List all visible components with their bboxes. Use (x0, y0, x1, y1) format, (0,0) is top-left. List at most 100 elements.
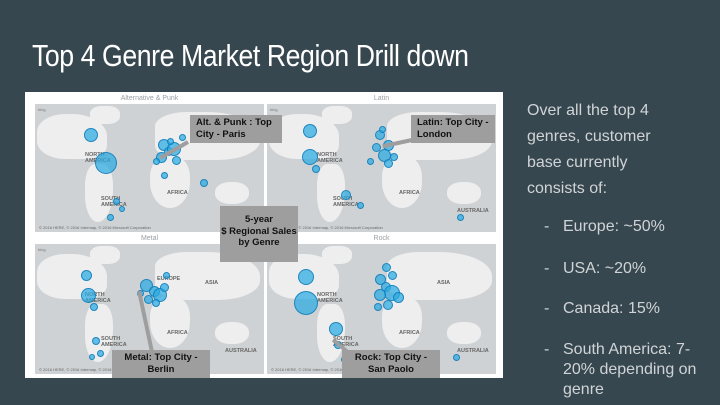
callout-line: Alt. & Punk : Top (196, 117, 272, 128)
map-region-label: AFRICA (399, 330, 420, 336)
landmass (447, 182, 481, 204)
bing-logo: bing (270, 107, 278, 112)
landmass (150, 156, 190, 208)
sales-bubble (152, 157, 160, 165)
sales-bubble (298, 269, 314, 285)
slide-title: Top 4 Genre Market Region Drill down (32, 38, 469, 73)
bullet-dash: - (544, 341, 550, 358)
sales-bubble (381, 262, 391, 272)
sales-bubble (160, 171, 168, 179)
sales-bubble (356, 201, 364, 209)
sales-bubble (200, 179, 208, 187)
bullet-dash: - (544, 260, 550, 277)
top-city-callout: Alt. & Punk : Top City - Paris (190, 115, 282, 143)
sales-bubble (106, 213, 114, 221)
map-region-label: AFRICA (167, 190, 188, 196)
bullet-text: South America: 7-20% depending on genre (563, 341, 697, 398)
center-label-line-1: 5-year (245, 214, 273, 225)
center-label-line-3: by Genre (238, 237, 280, 248)
sales-bubble (166, 137, 174, 145)
top-city-callout: Rock: Top City - San Paolo (342, 350, 440, 378)
map-title: Metal (140, 235, 159, 242)
sales-bubble (390, 153, 398, 161)
sales-bubble (92, 337, 100, 345)
bullet-dash: - (544, 300, 550, 317)
sales-bubble (371, 142, 381, 152)
sales-bubble (90, 303, 98, 311)
bing-logo: bing (38, 107, 46, 112)
map-region-label: NORTH AMERICA (317, 152, 343, 164)
map-region-label: ASIA (437, 280, 451, 286)
map-copyright: © 2016 HERE, © 2016 Intermap, © 2016 Mic… (271, 367, 383, 372)
summary-intro-line-2: genres, customer (527, 128, 651, 145)
map-copyright: © 2016 HERE, © 2016 Intermap, © 2016 Mic… (39, 367, 151, 372)
bullet-text: USA: ~20% (563, 260, 647, 277)
sales-bubble (312, 165, 320, 173)
map-region-label: AUSTRALIA (225, 348, 257, 354)
sales-bubble (374, 289, 386, 301)
map-title: Latin (373, 95, 390, 102)
sales-bubble (303, 124, 317, 138)
sales-bubble (302, 149, 318, 165)
sales-bubble (366, 157, 374, 165)
bullet-text: Canada: 15% (563, 300, 660, 317)
map-region-label: AFRICA (167, 330, 188, 336)
landmass (90, 106, 120, 124)
callout-line: Latin: Top City - (417, 117, 489, 128)
summary-intro-line-1: Over all the top 4 (527, 102, 649, 119)
sales-bubble (456, 213, 464, 221)
summary-intro: Over all the top 4 genres, customer base… (527, 98, 707, 202)
sales-bubble (152, 299, 160, 307)
map-region-label: ASIA (205, 280, 219, 286)
sales-bubble (341, 190, 351, 200)
callout-line: Metal: Top City - (124, 352, 198, 363)
sales-bubble (452, 353, 460, 361)
sales-bubble (112, 197, 120, 205)
map-region-label: NORTH AMERICA (317, 292, 343, 304)
sales-bubble (178, 133, 186, 141)
landmass (387, 252, 492, 300)
sales-bubble (374, 303, 382, 311)
landmass (322, 106, 352, 124)
sales-bubble (162, 271, 170, 279)
sales-bubble (171, 155, 181, 165)
center-label-line-2: $ Regional Sales (221, 225, 297, 237)
landmass (317, 164, 345, 222)
bullet-text: Europe: ~50% (563, 218, 665, 235)
summary-intro-line-4: consists of: (527, 180, 608, 197)
sales-bubble (378, 125, 386, 133)
map-region-label: AUSTRALIA (457, 348, 489, 354)
sales-bubble (84, 128, 98, 142)
map-region-label: SOUTH AMERICA (101, 196, 127, 208)
top-city-callout: Metal: Top City - Berlin (112, 350, 210, 378)
sales-bubble (119, 206, 125, 212)
top-city-callout: Latin: Top City - London (411, 115, 495, 143)
center-label: 5-year $ Regional Sales by Genre (220, 206, 298, 262)
map-title: Rock (373, 235, 390, 242)
bullet-dash: - (544, 218, 550, 235)
summary-intro-line-3: base currently (527, 154, 628, 171)
landmass (90, 246, 120, 264)
sales-bubble (96, 349, 104, 357)
sales-bubble (80, 287, 96, 303)
sales-bubble (95, 152, 117, 174)
map-title: Alternative & Punk (120, 95, 179, 102)
sales-bubble (383, 300, 393, 310)
map-region-label: EUROPE (157, 276, 181, 282)
sales-bubble (159, 282, 169, 292)
callout-line: San Paolo (368, 364, 414, 375)
map-region-label: AFRICA (399, 190, 420, 196)
sales-bubble (374, 273, 386, 285)
sales-bubble (329, 322, 343, 336)
sales-bubble (143, 294, 153, 304)
landmass (215, 322, 249, 344)
sales-bubble (294, 291, 318, 315)
bing-logo: bing (38, 247, 46, 252)
callout-line: City - Paris (196, 129, 246, 140)
callout-line: Berlin (147, 364, 175, 375)
callout-line: Rock: Top City - (354, 352, 428, 363)
map-copyright: © 2016 HERE, © 2016 Intermap, © 2016 Mic… (271, 225, 383, 230)
sales-bubble (383, 158, 393, 168)
